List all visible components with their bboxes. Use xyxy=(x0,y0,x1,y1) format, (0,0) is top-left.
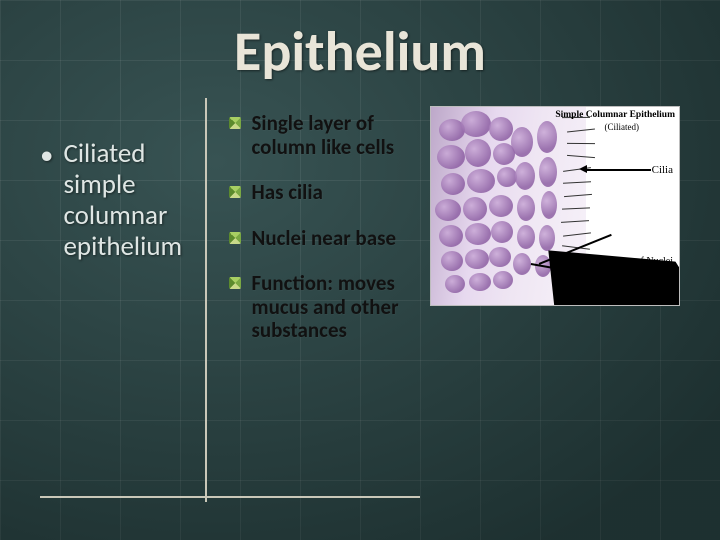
middle-column: Single layer of column like cells Has ci… xyxy=(205,98,420,502)
bullet-dot-icon: • xyxy=(40,140,53,171)
list-item: Single layer of column like cells xyxy=(229,112,406,159)
left-item-text: Ciliated simple columnar epithelium xyxy=(63,138,205,262)
cell-blob xyxy=(491,221,513,243)
cell-blob xyxy=(493,271,513,289)
cell-blob xyxy=(537,121,557,153)
cell-blob xyxy=(489,195,513,217)
cell-blob xyxy=(517,195,535,221)
cell-blob xyxy=(497,167,517,187)
cell-blob xyxy=(467,169,495,193)
cell-blob xyxy=(463,197,487,221)
list-item-text: Single layer of column like cells xyxy=(251,112,406,159)
cell-blob xyxy=(511,127,533,157)
cell-blob xyxy=(465,223,491,245)
list-item-text: Nuclei near base xyxy=(251,227,396,251)
cell-blob xyxy=(539,157,557,187)
cell-blob xyxy=(441,173,465,195)
cell-blob xyxy=(517,225,535,249)
cell-blob xyxy=(439,225,463,247)
arrowhead-icon xyxy=(579,165,587,173)
cell-blob xyxy=(435,199,461,221)
pointer-arrow-icon xyxy=(583,169,651,171)
cell-blob xyxy=(465,249,489,269)
cell-blob xyxy=(541,191,557,219)
cell-blob xyxy=(539,225,555,251)
slide-title: Epithelium xyxy=(40,18,680,86)
list-item-text: Has cilia xyxy=(251,181,322,205)
cell-blob xyxy=(461,111,491,137)
cell-blob xyxy=(489,247,511,267)
histology-diagram: Simple Columnar Epithelium (Ciliated) Ci… xyxy=(430,106,680,306)
cell-blob xyxy=(441,251,463,271)
list-item-text: Function: moves mucus and other substanc… xyxy=(251,272,406,343)
list-item: Nuclei near base xyxy=(229,227,406,251)
cell-blob xyxy=(445,275,465,293)
right-column: Simple Columnar Epithelium (Ciliated) Ci… xyxy=(420,98,680,502)
diagram-title-label: Simple Columnar Epithelium xyxy=(555,111,675,121)
list-item: Has cilia xyxy=(229,181,406,205)
columns-wrapper: • Ciliated simple columnar epithelium Si… xyxy=(40,98,680,502)
list-item: Function: moves mucus and other substanc… xyxy=(229,272,406,343)
cell-blob xyxy=(469,273,491,291)
cilia-label: Cilia xyxy=(652,165,673,177)
cell-blob xyxy=(513,253,531,275)
square-bullet-icon xyxy=(229,277,241,289)
square-bullet-icon xyxy=(229,232,241,244)
cell-blob xyxy=(515,162,535,190)
diagram-subtitle-label: (Ciliated) xyxy=(605,123,640,132)
cell-blob xyxy=(437,145,465,169)
cell-blob xyxy=(465,139,491,167)
left-bullet-item: • Ciliated simple columnar epithelium xyxy=(40,138,205,262)
square-bullet-icon xyxy=(229,186,241,198)
cell-blob xyxy=(489,117,513,141)
square-bullet-icon xyxy=(229,117,241,129)
cilium-line xyxy=(567,143,595,144)
slide-container: Epithelium • Ciliated simple columnar ep… xyxy=(0,0,720,540)
left-column: • Ciliated simple columnar epithelium xyxy=(40,98,205,502)
feature-list: Single layer of column like cells Has ci… xyxy=(229,112,406,343)
